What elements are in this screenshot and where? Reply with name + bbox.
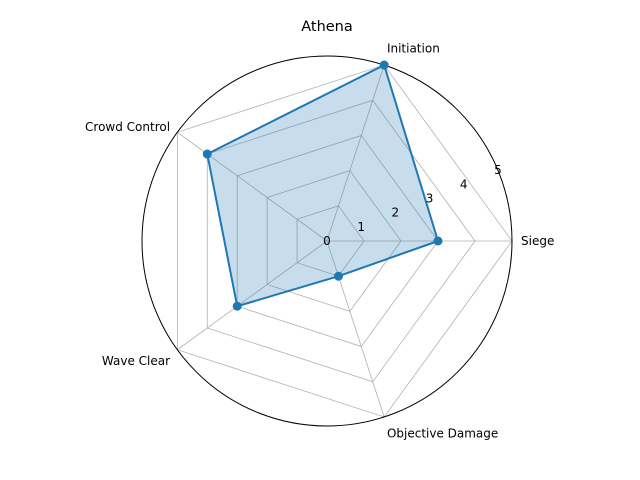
r-tick-label: 2 [392,206,400,220]
r-tick-label: 3 [426,192,434,206]
grid-layer [141,55,513,427]
axis-label-objective-damage: Objective Damage [387,427,498,441]
label-layer: 0 1 2 3 4 5 Siege Initiation Crowd Control Wave C… [85,41,554,440]
data-point-siege [433,236,443,246]
r-tick-label: 1 [357,220,365,234]
grid-ring-1 [296,205,365,277]
spoke-2 [177,131,328,242]
series-line [206,64,439,308]
spoke-3 [177,240,328,351]
grid-ring-5 [176,64,513,418]
spoke-4 [326,240,385,418]
grid-ring-2 [266,170,402,312]
grid-ring-3 [236,134,439,348]
r-tick-label: 5 [494,163,502,177]
spoke-1 [326,64,385,242]
axis-label-crowd-control: Crowd Control [85,120,170,134]
data-point-initiation [379,60,389,70]
r-tick-label: 0 [323,234,331,248]
data-point-crowd-control [202,149,212,159]
series-area [207,65,438,307]
data-point-objective-damage [333,271,343,281]
data-layer [202,60,443,311]
outer-frame [141,55,513,427]
r-tick-label: 4 [460,177,468,191]
chart-title: Athena [301,19,353,35]
axis-label-wave-clear: Wave Clear [102,354,170,368]
grid-ring-4 [206,99,476,383]
axis-label-siege: Siege [521,234,554,248]
axis-label-initiation: Initiation [387,41,440,55]
data-point-wave-clear [232,301,242,311]
